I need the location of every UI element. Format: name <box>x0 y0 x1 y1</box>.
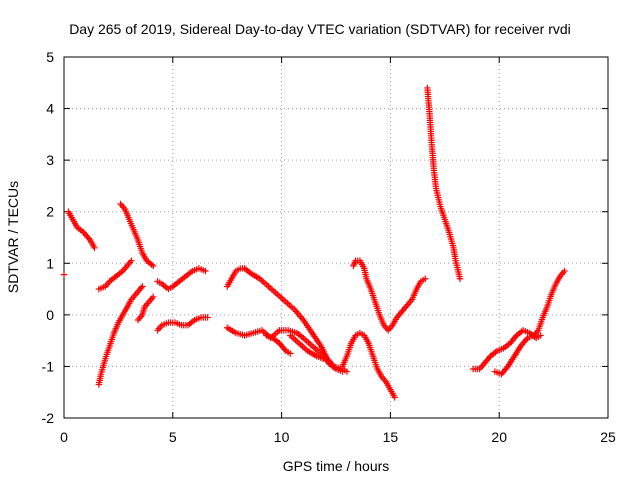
y-tick-label-7: 5 <box>46 49 54 65</box>
y-tick-label-4: 2 <box>46 204 54 220</box>
segment-10 <box>263 332 294 357</box>
grid <box>64 57 608 418</box>
segment-7 <box>154 314 211 334</box>
segment-9 <box>224 324 346 375</box>
segment-0 <box>60 271 68 278</box>
data-point <box>456 275 464 282</box>
x-tick-label-3: 15 <box>383 429 399 445</box>
data-point <box>204 314 211 321</box>
chart-title: Day 265 of 2019, Sidereal Day-to-day VTE… <box>69 21 571 37</box>
data-point <box>391 394 398 401</box>
data-point <box>91 244 98 252</box>
y-tick-label-6: 4 <box>46 101 54 117</box>
x-tick-label-4: 20 <box>491 429 507 445</box>
segment-8 <box>224 265 351 375</box>
y-axis-label: SDTVAR / TECUs <box>5 181 21 293</box>
x-tick-label-5: 25 <box>600 429 616 445</box>
data-point <box>202 267 209 275</box>
segment-14 <box>424 84 464 282</box>
data-points <box>60 84 568 401</box>
segment-13 <box>350 257 429 334</box>
segment-11 <box>287 332 327 362</box>
segment-1 <box>65 208 98 252</box>
y-tick-label-2: 0 <box>46 307 54 323</box>
x-tick-label-1: 5 <box>169 429 177 445</box>
axis-ticks: 0 5 10 15 20 25 -2 -1 0 1 2 3 4 5 <box>42 49 616 445</box>
y-tick-label-0: -2 <box>42 410 55 426</box>
data-point <box>537 332 544 339</box>
data-point <box>319 355 327 362</box>
y-tick-label-5: 3 <box>46 152 54 168</box>
data-point <box>60 271 68 278</box>
data-point <box>150 262 157 270</box>
data-point <box>150 293 157 301</box>
x-tick-label-0: 0 <box>60 429 68 445</box>
y-tick-label-3: 1 <box>46 255 54 271</box>
plot-frame <box>63 56 609 419</box>
data-point <box>128 257 135 264</box>
data-point <box>422 275 429 282</box>
segment-3 <box>95 257 135 293</box>
x-tick-label-2: 10 <box>274 429 290 445</box>
segment-4 <box>117 200 157 270</box>
y-tick-label-1: -1 <box>42 358 55 374</box>
data-point <box>138 284 145 291</box>
segment-5 <box>134 293 157 324</box>
segment-16 <box>491 267 568 378</box>
x-axis-label: GPS time / hours <box>283 458 390 474</box>
data-point <box>561 267 568 275</box>
segment-2 <box>95 283 146 388</box>
segment-12 <box>339 329 398 401</box>
data-point <box>139 283 146 290</box>
data-point <box>287 350 294 357</box>
segment-6 <box>154 265 209 293</box>
